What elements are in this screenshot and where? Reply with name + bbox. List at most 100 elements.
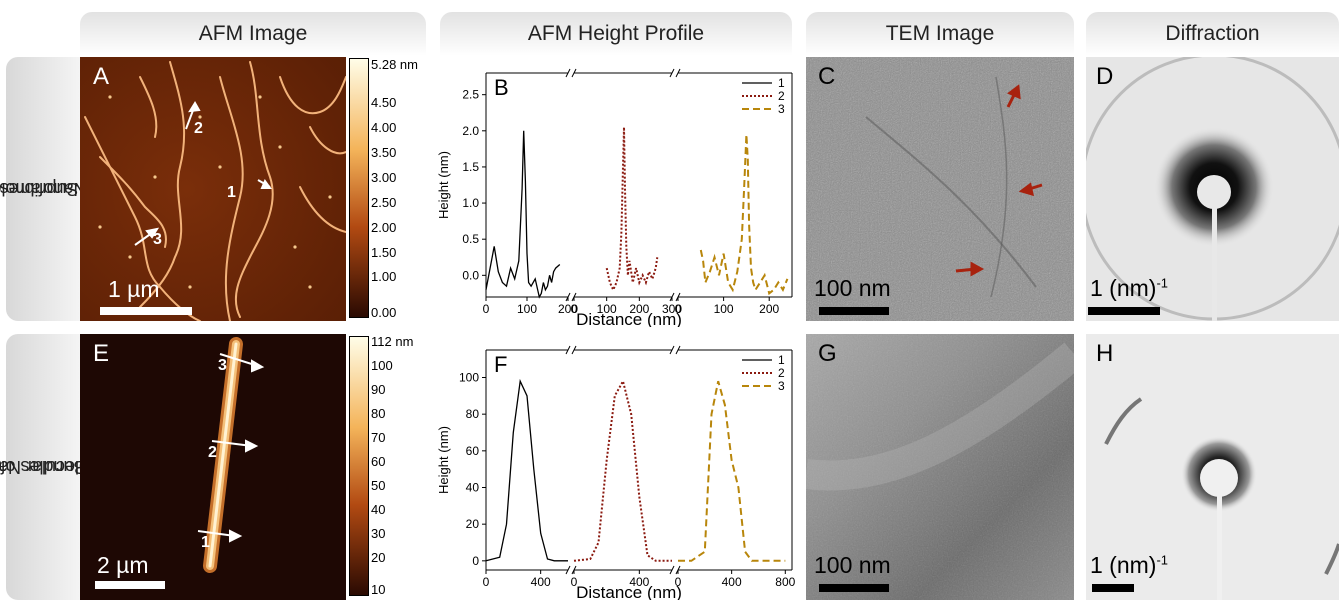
y-tick-label: 80 <box>466 407 480 421</box>
x-tick-label: 0 <box>675 575 682 589</box>
legend-label-2: 2 <box>778 89 785 103</box>
legend-label-1: 1 <box>778 353 785 367</box>
panel-letter-g: G <box>818 340 837 367</box>
colorbar-a-max: 5.28 nm <box>371 57 418 72</box>
x-tick-label: 100 <box>714 302 734 316</box>
x-tick-label: 100 <box>517 302 537 316</box>
series-line-3 <box>699 134 789 296</box>
axis-break <box>669 68 675 78</box>
x-tick-label: 0 <box>483 575 490 589</box>
row-label-single-line2: Nanofibres <box>0 179 87 199</box>
y-axis-label: Height (nm) <box>436 426 451 494</box>
axis-break <box>565 68 571 78</box>
colorbar-a-tick: 2.50 <box>371 195 397 210</box>
legend-label-3: 3 <box>778 379 785 393</box>
tem-image-g: G 100 nm <box>806 334 1074 600</box>
axis-break <box>565 565 571 575</box>
colorbar-a-tick: 1.50 <box>371 245 397 260</box>
scalebar-label-d: 1 (nm)-1 <box>1090 275 1168 302</box>
panel-letter-c: C <box>818 63 836 90</box>
x-tick-label: 0 <box>483 302 490 316</box>
afm-fibres-a <box>84 61 346 321</box>
series-line-1 <box>485 378 568 562</box>
colorbar-a-tick: 4.00 <box>371 120 397 135</box>
y-tick-label: 100 <box>459 371 479 385</box>
y-axis-label: Height (nm) <box>436 151 451 219</box>
tem-texture-c <box>806 57 1074 321</box>
row-label-single: Single SupramolecularNanofibres <box>0 57 134 321</box>
colorbar-e-tick: 50 <box>371 478 386 493</box>
series-line-3 <box>678 380 786 562</box>
diffraction-image-d: D 1 (nm)-1 <box>1086 57 1339 321</box>
scalebar-c <box>819 307 889 315</box>
colorbar-e-tick: 100 <box>371 358 393 373</box>
afm-bundle-e <box>197 337 265 573</box>
axis-break <box>669 345 675 355</box>
scalebar-a <box>100 307 192 315</box>
panel-letter-a: A <box>93 63 110 90</box>
x-axis-label: Distance (nm) <box>576 310 682 327</box>
scalebar-g <box>819 584 889 592</box>
afm-image-e: E 3 2 1 2 µm <box>80 334 346 600</box>
height-profile-chart-b: 0 100 200 0 100 200 300 0 100 200 0.0 0.5 1.0 1.5 2.0 2… <box>436 57 800 327</box>
header-afm-image: AFM Image <box>80 12 426 56</box>
marker-a-1: 1 <box>227 184 236 201</box>
colorbar-a-tick: 3.50 <box>371 145 397 160</box>
y-tick-label: 40 <box>466 481 480 495</box>
x-tick-label: 200 <box>558 302 578 316</box>
header-diffraction: Diffraction <box>1086 12 1339 56</box>
afm-image-a: A 1 2 3 1 µm <box>80 57 346 321</box>
scalebar-label-d-exp: -1 <box>1156 275 1169 291</box>
colorbar-e-tick: 30 <box>371 526 386 541</box>
x-tick-label: 0 <box>571 302 578 316</box>
x-tick-label: 300 <box>662 302 682 316</box>
series-line-2 <box>573 378 672 562</box>
scalebar-label-h-base: 1 (nm) <box>1090 552 1157 578</box>
y-tick-label: 2.0 <box>462 124 479 138</box>
colorbar-e <box>349 336 369 596</box>
scalebar-e <box>95 581 165 589</box>
x-axis-label: Distance (nm) <box>576 583 682 600</box>
scalebar-label-d-base: 1 (nm) <box>1090 275 1157 301</box>
colorbar-a-tick: 3.00 <box>371 170 397 185</box>
marker-a-2: 2 <box>194 120 203 137</box>
axis-break <box>565 345 571 355</box>
colorbar-e-tick: 90 <box>371 382 386 397</box>
panel-letter-d: D <box>1096 63 1114 90</box>
panel-letter-h: H <box>1096 340 1114 367</box>
y-tick-label: 2.5 <box>462 88 479 102</box>
panel-letter-f: F <box>494 352 507 377</box>
scalebar-label-h-exp: -1 <box>1156 552 1169 568</box>
row-label-bundles: Bundles ofSupramolecular Nanofibres <box>0 334 152 600</box>
colorbar-a-tick: 1.00 <box>371 269 397 284</box>
diffraction-pattern-d <box>1086 57 1339 321</box>
marker-e-3: 3 <box>218 357 227 374</box>
y-tick-label: 0.0 <box>462 268 479 282</box>
x-tick-label: 800 <box>775 575 795 589</box>
header-tem-image: TEM Image <box>806 12 1074 56</box>
x-tick-label: 200 <box>759 302 779 316</box>
y-tick-label: 60 <box>466 444 480 458</box>
panel-letter-e: E <box>93 340 110 367</box>
panel-letter-b: B <box>494 75 509 100</box>
colorbar-e-tick: 20 <box>371 550 386 565</box>
x-tick-label: 200 <box>629 302 649 316</box>
diffraction-image-h: H 1 (nm)-1 <box>1086 334 1339 600</box>
scalebar-label-h: 1 (nm)-1 <box>1090 552 1168 579</box>
tem-texture-g <box>806 334 1074 600</box>
height-profile-chart-f: 0 400 0 400 0 400 800 0 20 40 60 80 100 Height (nm) Di… <box>436 334 800 600</box>
x-tick-label: 400 <box>531 575 551 589</box>
scalebar-label-g: 100 nm <box>814 552 891 578</box>
axis-break <box>669 565 675 575</box>
series-line-2 <box>605 127 659 293</box>
y-tick-label: 0.5 <box>462 232 479 246</box>
x-tick-label: 400 <box>629 575 649 589</box>
tem-image-c: C 100 nm <box>806 57 1074 321</box>
legend-label-3: 3 <box>778 102 785 116</box>
marker-e-2: 2 <box>208 444 217 461</box>
x-tick-label: 0 <box>675 302 682 316</box>
diffraction-pattern-h <box>1104 397 1339 600</box>
marker-a-3: 3 <box>153 231 162 248</box>
colorbar-e-tick: 70 <box>371 430 386 445</box>
colorbar-a-tick: 4.50 <box>371 95 397 110</box>
